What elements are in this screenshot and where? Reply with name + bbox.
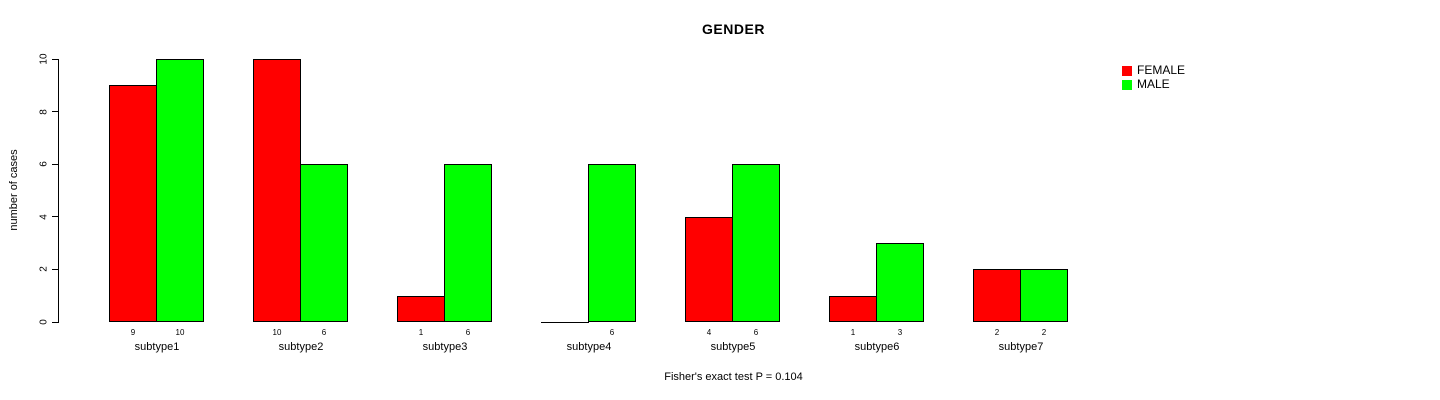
bar-female-subtype7 (973, 269, 1021, 322)
y-tick-label: 4 (38, 214, 50, 220)
bar-female-subtype6 (829, 296, 877, 322)
category-label-subtype7: subtype7 (998, 341, 1044, 353)
y-tick-label: 10 (38, 53, 50, 65)
legend-swatch-male (1122, 79, 1132, 90)
legend-swatch-female (1122, 65, 1132, 76)
category-label-subtype4: subtype4 (566, 341, 612, 353)
y-axis-line (58, 59, 59, 323)
y-tick-label: 2 (38, 266, 50, 272)
legend-label-male: MALE (1137, 77, 1170, 91)
y-tick-label: 6 (38, 161, 50, 167)
category-label-subtype2: subtype2 (278, 341, 324, 353)
y-tick (52, 322, 59, 323)
y-tick (52, 59, 59, 60)
category-label-subtype3: subtype3 (422, 341, 468, 353)
bar-value-label-male-subtype4: 6 (609, 328, 615, 337)
bar-value-label-male-subtype3: 6 (465, 328, 471, 337)
bar-male-subtype4 (588, 164, 636, 322)
bar-male-subtype3 (444, 164, 492, 322)
category-label-subtype1: subtype1 (134, 341, 180, 353)
bar-value-label-male-subtype1: 10 (175, 328, 185, 337)
legend-label-female: FEMALE (1137, 63, 1186, 77)
bar-value-label-female-subtype7: 2 (994, 328, 1000, 337)
legend-item-male: MALE (1122, 78, 1185, 91)
bar-value-label-female-subtype6: 1 (850, 328, 856, 337)
bar-female-subtype5 (685, 217, 733, 322)
bar-male-subtype6 (876, 243, 924, 322)
y-axis-label: number of cases (8, 149, 20, 231)
chart-title: GENDER (702, 21, 765, 37)
bar-male-subtype5 (732, 164, 780, 322)
bar-value-label-male-subtype7: 2 (1041, 328, 1047, 337)
legend: FEMALE MALE (1122, 64, 1185, 92)
bar-value-label-male-subtype5: 6 (753, 328, 759, 337)
category-label-subtype6: subtype6 (854, 341, 900, 353)
category-label-subtype5: subtype5 (710, 341, 756, 353)
bar-value-label-male-subtype2: 6 (321, 328, 327, 337)
bar-value-label-female-subtype2: 10 (272, 328, 282, 337)
fisher-test-note: Fisher's exact test P = 0.104 (664, 371, 803, 383)
y-tick (52, 164, 59, 165)
y-tick (52, 269, 59, 270)
bar-value-label-female-subtype3: 1 (418, 328, 424, 337)
bar-value-label-female-subtype5: 4 (706, 328, 712, 337)
legend-item-female: FEMALE (1122, 64, 1185, 77)
bar-female-subtype1 (109, 85, 157, 322)
y-tick (52, 111, 59, 112)
y-tick-label: 0 (38, 319, 50, 325)
y-tick (52, 216, 59, 217)
bar-male-subtype2 (300, 164, 348, 322)
bar-female-subtype3 (397, 296, 445, 322)
y-tick-label: 8 (38, 109, 50, 115)
bar-male-subtype1 (156, 59, 204, 322)
bar-male-subtype7 (1020, 269, 1068, 322)
bar-value-label-female-subtype1: 9 (130, 328, 136, 337)
bar-female-subtype2 (253, 59, 301, 322)
bar-female-subtype4 (541, 322, 589, 323)
bar-value-label-male-subtype6: 3 (897, 328, 903, 337)
